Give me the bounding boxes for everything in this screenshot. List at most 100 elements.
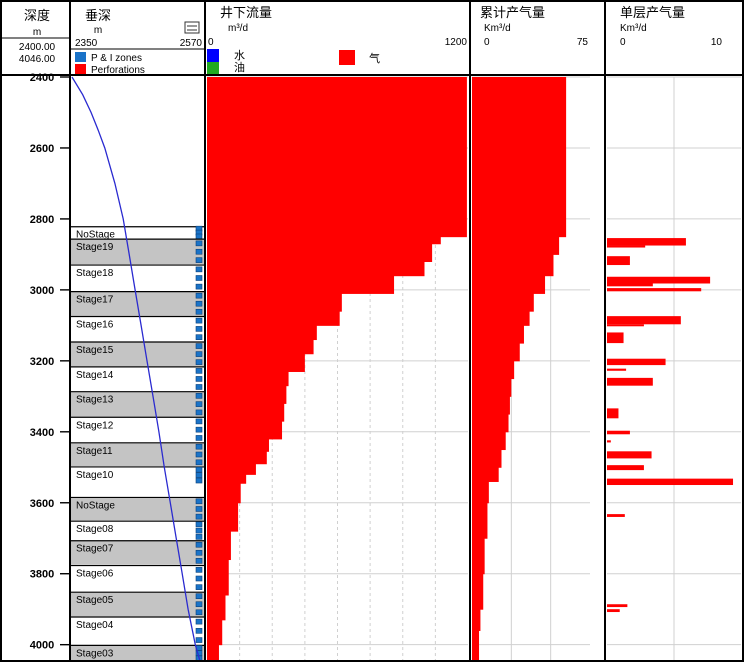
flow-bar [207,595,226,621]
layer-bar [607,332,624,344]
cum-unit: Km³/d [484,23,511,34]
perforation-marker [195,283,203,290]
cumulative-bar [472,396,510,415]
depth-tick-label: 4000 [30,640,54,652]
perforation-marker [195,257,203,263]
stage-band [71,391,204,417]
perforation-marker [195,409,203,416]
flow-bar [207,451,267,465]
stage-label: Stage07 [76,544,114,555]
flow-bar [207,483,241,504]
perforation-marker [195,343,203,349]
stage-label: Stage10 [76,470,114,481]
depth-tick-label: 3600 [30,498,54,510]
layer-bar [607,288,702,292]
cumulative-bar [472,236,560,255]
cumulative-bar [472,481,489,504]
perforation-marker [195,558,203,564]
flow-bar [207,243,433,262]
stage-band [71,645,204,661]
perforation-marker [195,426,203,433]
layer-bar [607,368,627,371]
tvd-line [71,76,201,662]
legend-perforations: Perforations [91,65,145,76]
layer-bars [607,238,734,613]
stage-label: Stage05 [76,595,114,606]
depth-tick-label: 3200 [30,356,54,368]
perforation-marker [195,498,203,505]
perforation-marker [195,618,203,625]
stage-label: Stage15 [76,345,114,356]
perforation-marker [195,368,203,374]
perforation-marker [195,401,203,407]
cum-max: 75 [577,37,589,48]
layer-bar [607,245,646,248]
layer-bar [607,316,681,325]
perforation-marker [195,308,203,315]
cumulative-bar [472,77,567,238]
stage-label: NoStage [76,500,115,511]
depth-unit: m [33,27,41,38]
perforation-marker [195,459,203,466]
perforation-marker [195,376,203,382]
perforation-marker [195,393,203,399]
perforation-marker [195,628,203,634]
layer-bar [607,377,653,386]
stage-label: Stage14 [76,370,114,381]
tvd-curve [71,76,201,662]
depth-bottom-value: 4046.00 [19,54,56,65]
perforation-marker [195,472,203,478]
flow-min: 0 [208,37,214,48]
collapse-icon[interactable] [184,21,200,34]
tvd-min: 2350 [75,38,98,49]
flow-max: 1200 [445,37,468,48]
perforation-marker [195,418,203,425]
perforation-marker [195,233,203,240]
flow-bar [207,463,256,475]
stage-band [71,442,204,467]
depth-tick-label: 2800 [30,214,54,226]
stage-label: Stage04 [76,620,114,631]
depth-title: 深度 [24,8,50,24]
flow-bar [207,236,441,245]
layer-bar [607,256,630,266]
perforation-marker [195,637,203,643]
flow-bar [207,353,305,372]
flow-bars [207,77,467,662]
legend-gas: 气 [369,51,380,65]
cumulative-bar [472,414,509,433]
layer-bar [607,408,619,419]
perforation-marker [195,300,203,307]
cumulative-bar [472,538,485,575]
cum-title: 累计产气量 [480,5,545,21]
legend-oil: 油 [234,60,245,74]
perforation-marker [195,326,203,332]
flow-bar [207,385,287,404]
stage-band [71,592,204,617]
flow-title: 井下流量 [220,6,272,21]
layer-bar [607,514,625,517]
perforation-marker [195,584,203,590]
layer-bar [607,604,628,608]
tvd-title: 垂深 [85,9,111,24]
perforation-marker [195,534,203,540]
layer-max: 10 [711,37,723,48]
perforation-marker [195,334,203,340]
stage-label: Stage16 [76,319,114,330]
cumulative-bar [472,378,512,397]
perforation-marker [195,275,203,281]
layer-title: 单层产气量 [620,5,685,21]
depth-tick-label: 2400 [30,72,54,84]
layer-bar [607,478,734,486]
stage-bands: NoStageStage19Stage18Stage17Stage16Stage… [71,225,204,662]
perforation-marker [195,521,203,528]
flow-bar [207,371,289,387]
perforation-marker [195,575,203,582]
oil-swatch [207,62,219,74]
cumulative-bar [472,502,488,539]
perforation-marker [195,541,203,548]
cumulative-bar [472,431,506,451]
stage-label: Stage17 [76,295,114,306]
perforation-marker [195,601,203,608]
